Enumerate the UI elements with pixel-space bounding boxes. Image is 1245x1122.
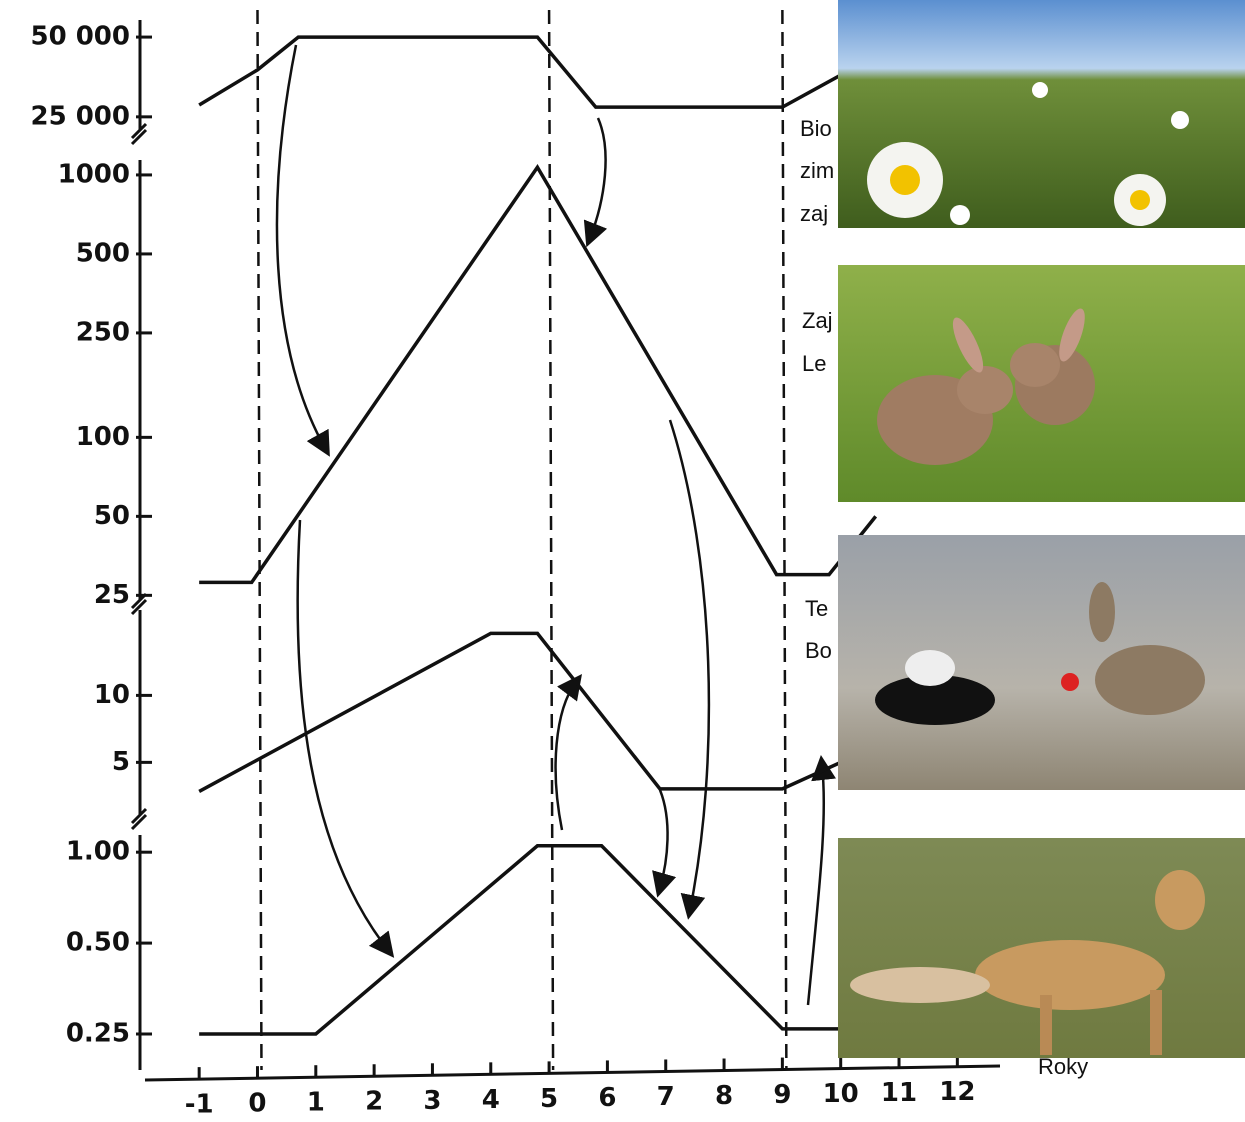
y-tick-label: 25 [94,580,130,610]
annotation: Te [805,596,828,621]
data-line [198,35,854,109]
photo-fox [838,838,1245,1058]
x-tick-label: 2 [365,1087,383,1117]
reference-line [256,9,263,1071]
y-tick-label: 1.00 [66,837,130,867]
y-tick-label: 10 [94,680,130,710]
annotation: zim [800,158,834,183]
axis-break [130,122,148,146]
photo-rabbits [838,265,1245,502]
x-axis [144,1064,1001,1082]
x-tick-label: 7 [657,1082,675,1112]
annotation: Zaj [802,308,833,333]
y-tick-label: 50 [94,501,130,531]
data-line [199,163,878,585]
annotation: Bo [805,638,832,663]
y-tick-label: 250 [76,317,130,347]
data-line [198,631,842,793]
y-tick-label: 5 [112,747,130,777]
x-tick-label: 9 [773,1080,791,1110]
axis-break [130,807,148,831]
x-tick-label: 1 [307,1088,325,1118]
photo-meadow [838,0,1245,228]
x-tick-label: 10 [823,1079,859,1109]
x-tick-label: 6 [598,1083,616,1113]
x-tick-label: 8 [715,1081,733,1111]
photo-grouse [838,535,1245,790]
x-tick-label: 11 [881,1078,917,1108]
y-tick-label: 0.25 [66,1019,130,1049]
arrows [275,44,837,1006]
reference-line [547,9,555,1071]
annotation: Le [802,351,826,376]
y-tick-label: 0.50 [66,928,130,958]
x-tick-label: 4 [482,1085,500,1115]
reference-line [781,9,788,1071]
annotation: zaj [800,201,828,226]
y-tick-label: 100 [76,422,130,452]
x-tick-label: 0 [248,1089,266,1119]
y-tick-label: 1000 [58,159,130,189]
annotation: Bio [800,116,832,141]
y-tick-label: 50 000 [30,22,130,52]
x-tick-label: -1 [185,1090,214,1120]
y-tick-label: 500 [76,238,130,268]
photos [838,0,1245,1058]
x-tick-label: 3 [423,1086,441,1116]
x-tick-label: 12 [939,1077,975,1107]
x-tick-label: 5 [540,1084,558,1114]
data-line [199,844,841,1036]
y-tick-label: 25 000 [30,101,130,131]
